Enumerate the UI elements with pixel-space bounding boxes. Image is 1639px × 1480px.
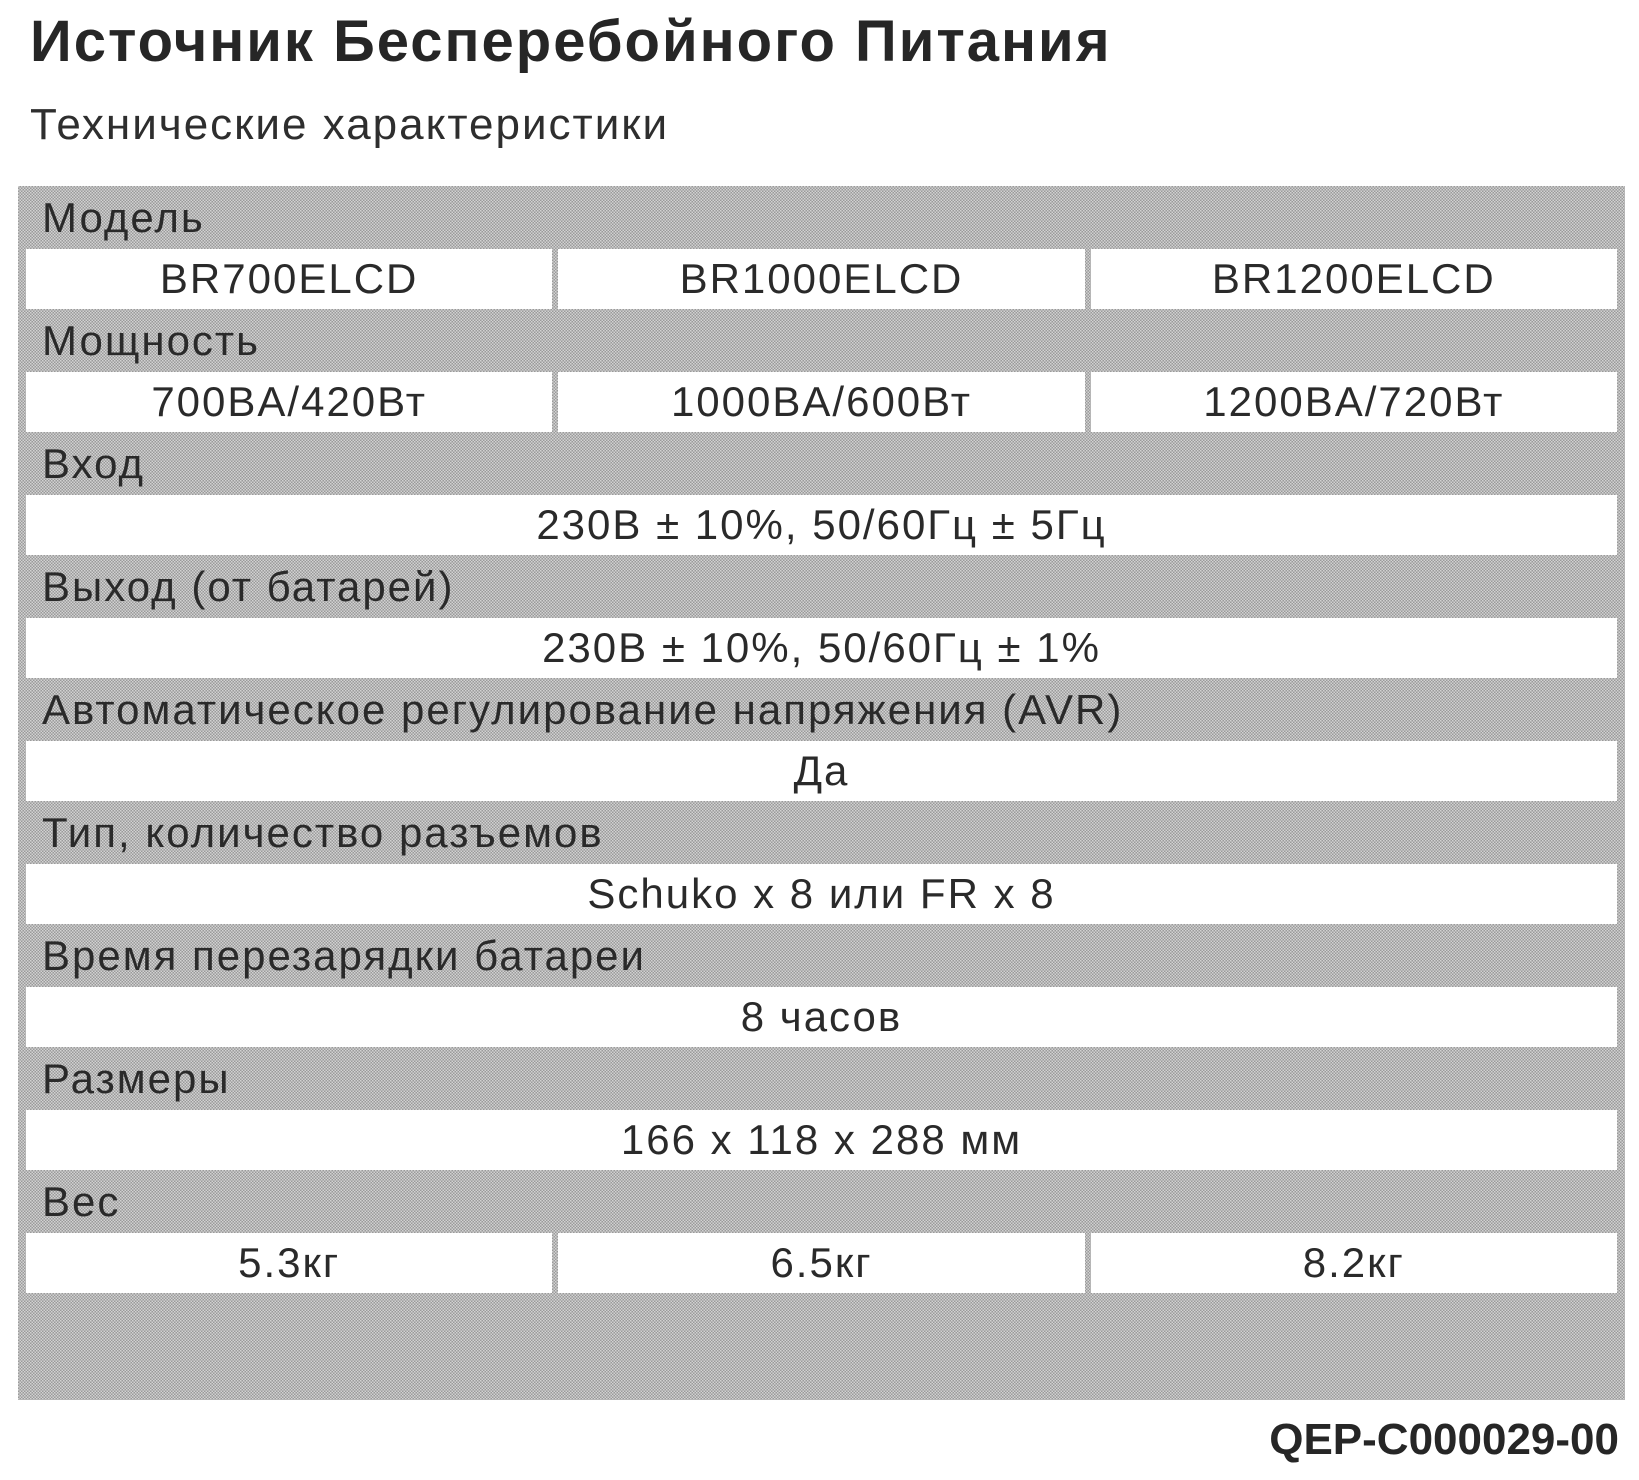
spec-value-cell: 1200BA/720Вт (1090, 372, 1617, 432)
spec-value-cell: 1000BA/600Вт (558, 372, 1085, 432)
spec-label: Выход (от батарей) (42, 562, 455, 610)
spec-value-row: 8 часов (26, 987, 1617, 1047)
spec-value-cell: 230В ± 10%, 50/60Гц ± 1% (26, 618, 1617, 678)
spec-value-cell: BR1200ELCD (1090, 249, 1617, 309)
spec-value-row: 230В ± 10%, 50/60Гц ± 5Гц (26, 495, 1617, 555)
spec-value-cell: Да (26, 741, 1617, 801)
spec-value-cell: 230В ± 10%, 50/60Гц ± 5Гц (26, 495, 1617, 555)
page-subtitle: Технические характеристики (30, 100, 670, 149)
spec-value-cell: 166 x 118 x 288 мм (26, 1110, 1617, 1170)
document-code: QEP-C000029-00 (1269, 1415, 1619, 1464)
spec-label: Размеры (42, 1054, 231, 1102)
spec-label: Мощность (42, 316, 261, 364)
spec-label: Тип, количество разъемов (42, 808, 604, 856)
page-title: Источник Бесперебойного Питания (30, 9, 1112, 74)
spec-table: Модель BR700ELCD BR1000ELCD BR1200ELCD Мощно… (18, 186, 1625, 1400)
spec-value-cell: 6.5кг (558, 1233, 1085, 1293)
spec-value-row: Schuko x 8 или FR x 8 (26, 864, 1617, 924)
spec-value-cell: Schuko x 8 или FR x 8 (26, 864, 1617, 924)
spec-value-cell: BR700ELCD (26, 249, 553, 309)
spec-label: Автоматическое регулирование напряжения … (42, 685, 1124, 733)
spec-label: Модель (42, 193, 205, 241)
spec-value-row: Да (26, 741, 1617, 801)
spec-value-row: BR700ELCD BR1000ELCD BR1200ELCD (26, 249, 1617, 309)
spec-label: Время перезарядки батареи (42, 931, 646, 979)
spec-value-row: 700BA/420Вт 1000BA/600Вт 1200BA/720Вт (26, 372, 1617, 432)
spec-value-cell: 700BA/420Вт (26, 372, 553, 432)
spec-value-cell: BR1000ELCD (558, 249, 1085, 309)
spec-value-cell: 5.3кг (26, 1233, 553, 1293)
spec-value-cell: 8 часов (26, 987, 1617, 1047)
spec-value-row: 166 x 118 x 288 мм (26, 1110, 1617, 1170)
spec-label: Вход (42, 439, 146, 487)
spec-value-row: 230В ± 10%, 50/60Гц ± 1% (26, 618, 1617, 678)
spec-label: Вес (42, 1177, 121, 1225)
spec-value-cell: 8.2кг (1090, 1233, 1617, 1293)
spec-value-row: 5.3кг 6.5кг 8.2кг (26, 1233, 1617, 1293)
